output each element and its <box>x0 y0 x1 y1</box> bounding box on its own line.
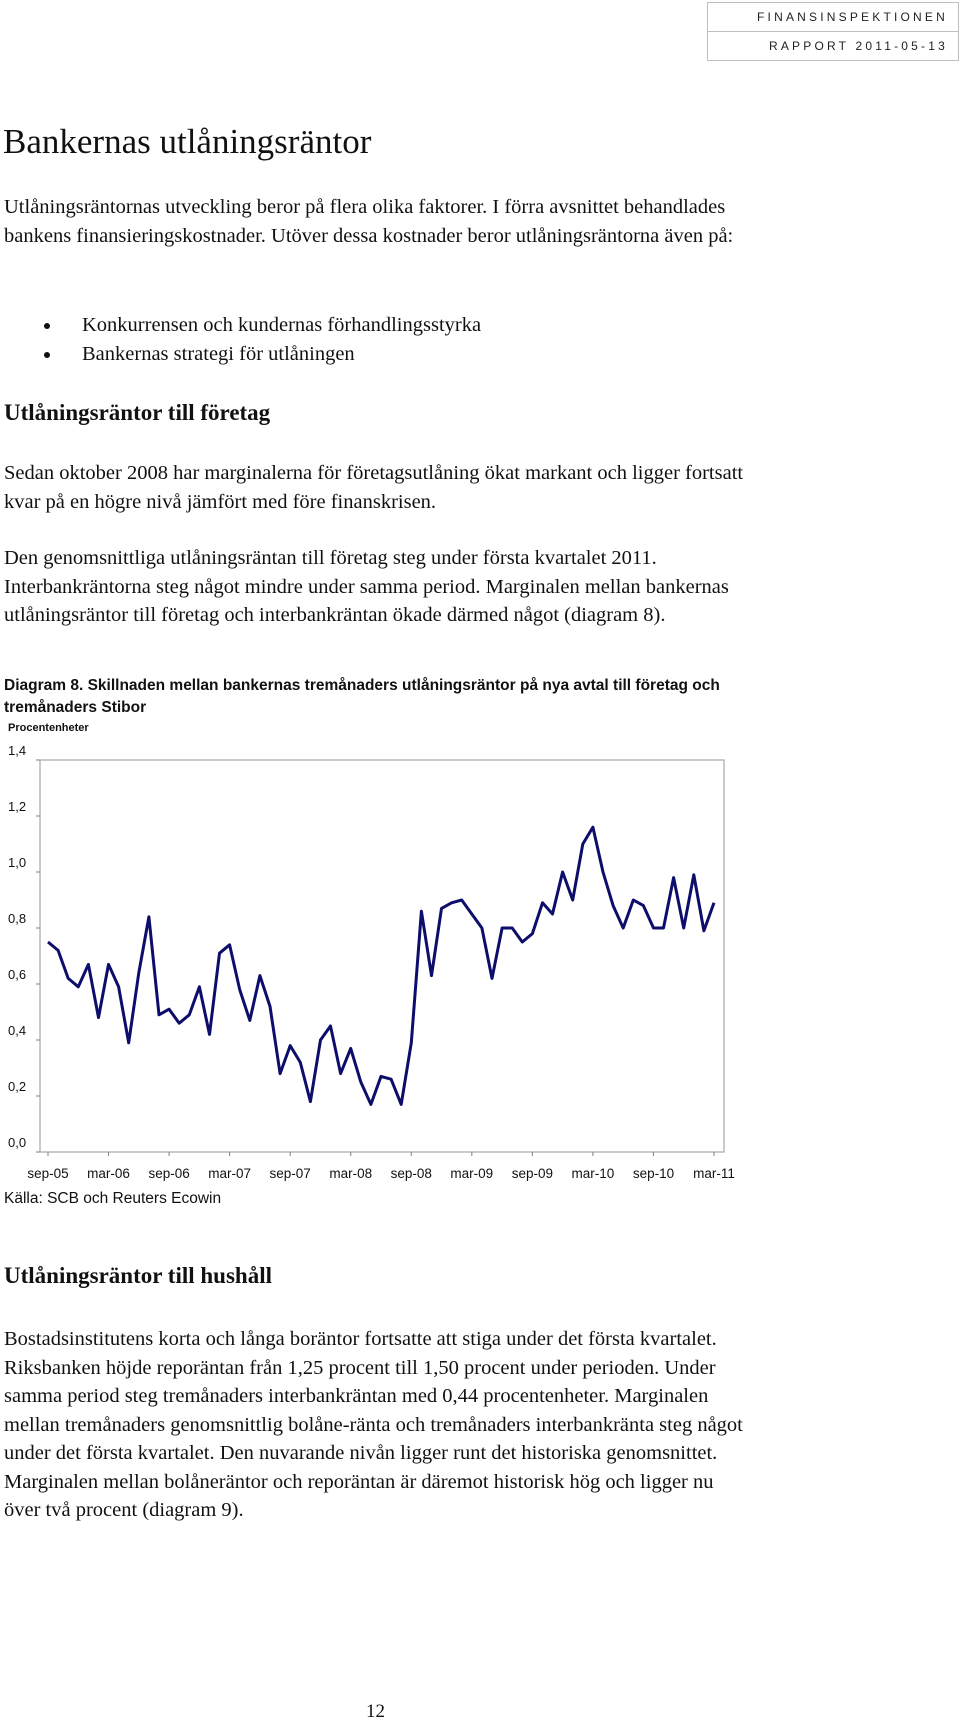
header-report-date: RAPPORT 2011-05-13 <box>768 39 948 53</box>
x-tick-label: sep-08 <box>391 1166 432 1181</box>
x-tick-label: mar-11 <box>693 1166 735 1181</box>
page-number: 12 <box>366 1701 385 1722</box>
bullet-item: Konkurrensen och kundernas förhandlingss… <box>44 311 481 340</box>
bullet-icon <box>44 351 50 358</box>
x-tick-label: sep-07 <box>270 1166 311 1181</box>
y-tick-label: 0,8 <box>8 911 26 926</box>
x-tick-label: mar-06 <box>87 1166 130 1181</box>
page-title: Bankernas utlåningsräntor <box>3 122 372 161</box>
header-org: FINANSINSPEKTIONEN <box>708 3 958 32</box>
companies-paragraph-1: Sedan oktober 2008 har marginalerna för … <box>4 462 744 513</box>
plot-area <box>39 759 725 1153</box>
bullet-item: Bankernas strategi för utlåningen <box>44 340 481 369</box>
y-tick-label: 1,2 <box>8 799 26 814</box>
y-tick-label: 1,0 <box>8 855 26 870</box>
chart-source: Källa: SCB och Reuters Ecowin <box>4 1190 222 1207</box>
x-tick-label: mar-07 <box>208 1166 251 1181</box>
households-paragraph: Bostadsinstitutens korta och långa borän… <box>4 1328 743 1521</box>
intro-paragraph: Utlåningsräntornas utveckling beror på f… <box>4 196 734 247</box>
bullet-text: Konkurrensen och kundernas förhandlingss… <box>82 314 482 336</box>
x-tick-label: sep-05 <box>27 1166 68 1181</box>
x-tick-label: sep-09 <box>512 1166 553 1181</box>
section-heading-companies: Utlåningsräntor till företag <box>4 400 271 425</box>
diagram-title: Diagram 8. Skillnaden mellan bankernas t… <box>4 675 724 719</box>
x-tick-label: sep-06 <box>148 1166 189 1181</box>
y-tick-label: 0,0 <box>8 1135 26 1150</box>
y-tick-label: 1,4 <box>8 743 26 758</box>
x-tick-label: sep-10 <box>633 1166 674 1181</box>
diagram-caption: Skillnaden mellan bankernas tremånaders … <box>4 677 720 716</box>
y-tick-label: 0,4 <box>8 1023 26 1038</box>
y-tick-label: 0,2 <box>8 1079 26 1094</box>
x-tick-label: mar-10 <box>572 1166 615 1181</box>
line-chart: 0,0 0,2 0,4 0,6 0,8 1,0 1,2 1,4 sep-05 mar-06 sep-… <box>8 743 735 1181</box>
y-tick-label: 0,6 <box>8 967 26 982</box>
series-line <box>47 825 716 1106</box>
x-tick-label: mar-08 <box>329 1166 372 1181</box>
companies-paragraph-2: Den genomsnittliga utlåningsräntan till … <box>4 547 729 626</box>
bullet-icon <box>44 323 50 329</box>
report-header: FINANSINSPEKTIONEN RAPPORT 2011-05-13 <box>707 2 959 61</box>
chart-unit-label: Procentenheter <box>8 722 89 734</box>
bullet-list: Konkurrensen och kundernas förhandlingss… <box>44 311 481 368</box>
x-tick-label: mar-09 <box>450 1166 493 1181</box>
bullet-text: Bankernas strategi för utlåningen <box>82 342 355 365</box>
diagram-number: Diagram 8. <box>4 677 84 694</box>
section-heading-households: Utlåningsräntor till hushåll <box>4 1263 272 1288</box>
